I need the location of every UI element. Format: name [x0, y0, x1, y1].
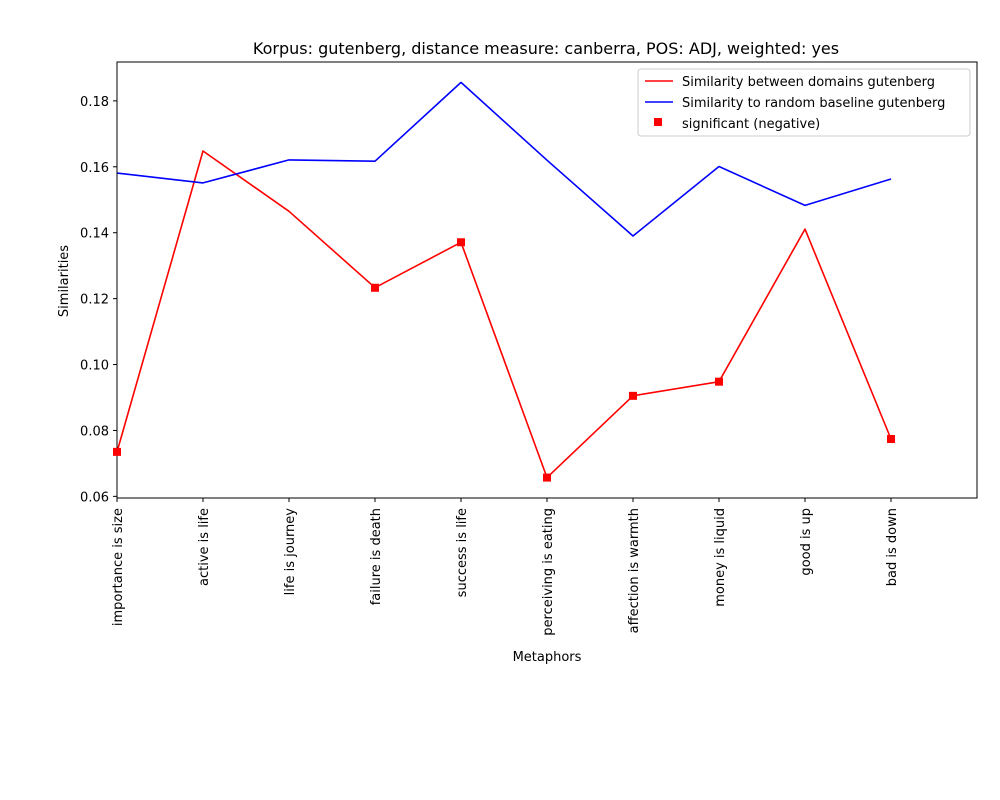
x-axis-label: Metaphors	[513, 650, 582, 665]
x-tick-label: affection is warmth	[627, 508, 642, 633]
x-tick-label: failure is death	[369, 508, 384, 605]
x-tick-label: success is life	[455, 508, 470, 597]
significant-marker	[371, 283, 379, 292]
significant-marker	[543, 473, 551, 482]
x-tick-label: perceiving is eating	[541, 508, 556, 636]
series-line-between-domains	[116, 150, 892, 479]
significant-marker	[715, 377, 723, 386]
significant-marker	[113, 447, 121, 456]
legend-label-random-baseline: Similarity to random baseline gutenberg	[682, 96, 945, 111]
legend-box	[637, 68, 971, 137]
series-line-random-baseline	[116, 81, 892, 237]
x-tick-label: bad is down	[885, 508, 900, 586]
legend-label-significant: significant (negative)	[682, 117, 820, 132]
y-axis-label: Similarities	[57, 245, 72, 317]
legend: Similarity between domains gutenberg Sim…	[637, 68, 971, 137]
plot-area: 0.06 0.08 0.10 0.12 0.14 0.16 0.18 importance i…	[80, 61, 978, 636]
legend-label-between-domains: Similarity between domains gutenberg	[682, 75, 935, 90]
y-tick-label: 0.08	[80, 424, 109, 439]
y-tick-label: 0.14	[80, 227, 109, 242]
x-tick-label: money is liquid	[713, 508, 728, 607]
y-tick-label: 0.16	[80, 161, 109, 176]
x-tick-label: good is up	[799, 508, 814, 576]
chart-title: Korpus: gutenberg, distance measure: can…	[253, 39, 839, 58]
significant-marker	[887, 435, 895, 444]
x-tick-label: importance is size	[111, 508, 126, 626]
significant-marker	[629, 391, 637, 400]
y-tick-label: 0.06	[80, 490, 109, 505]
y-tick-label: 0.12	[80, 293, 109, 308]
x-tick-label: active is life	[197, 508, 212, 586]
x-tick-label: life is journey	[283, 508, 298, 596]
y-tick-label: 0.10	[80, 359, 109, 374]
y-tick-label: 0.18	[80, 95, 109, 110]
legend-swatch-significant-marker	[654, 118, 662, 126]
significant-marker	[457, 238, 465, 247]
